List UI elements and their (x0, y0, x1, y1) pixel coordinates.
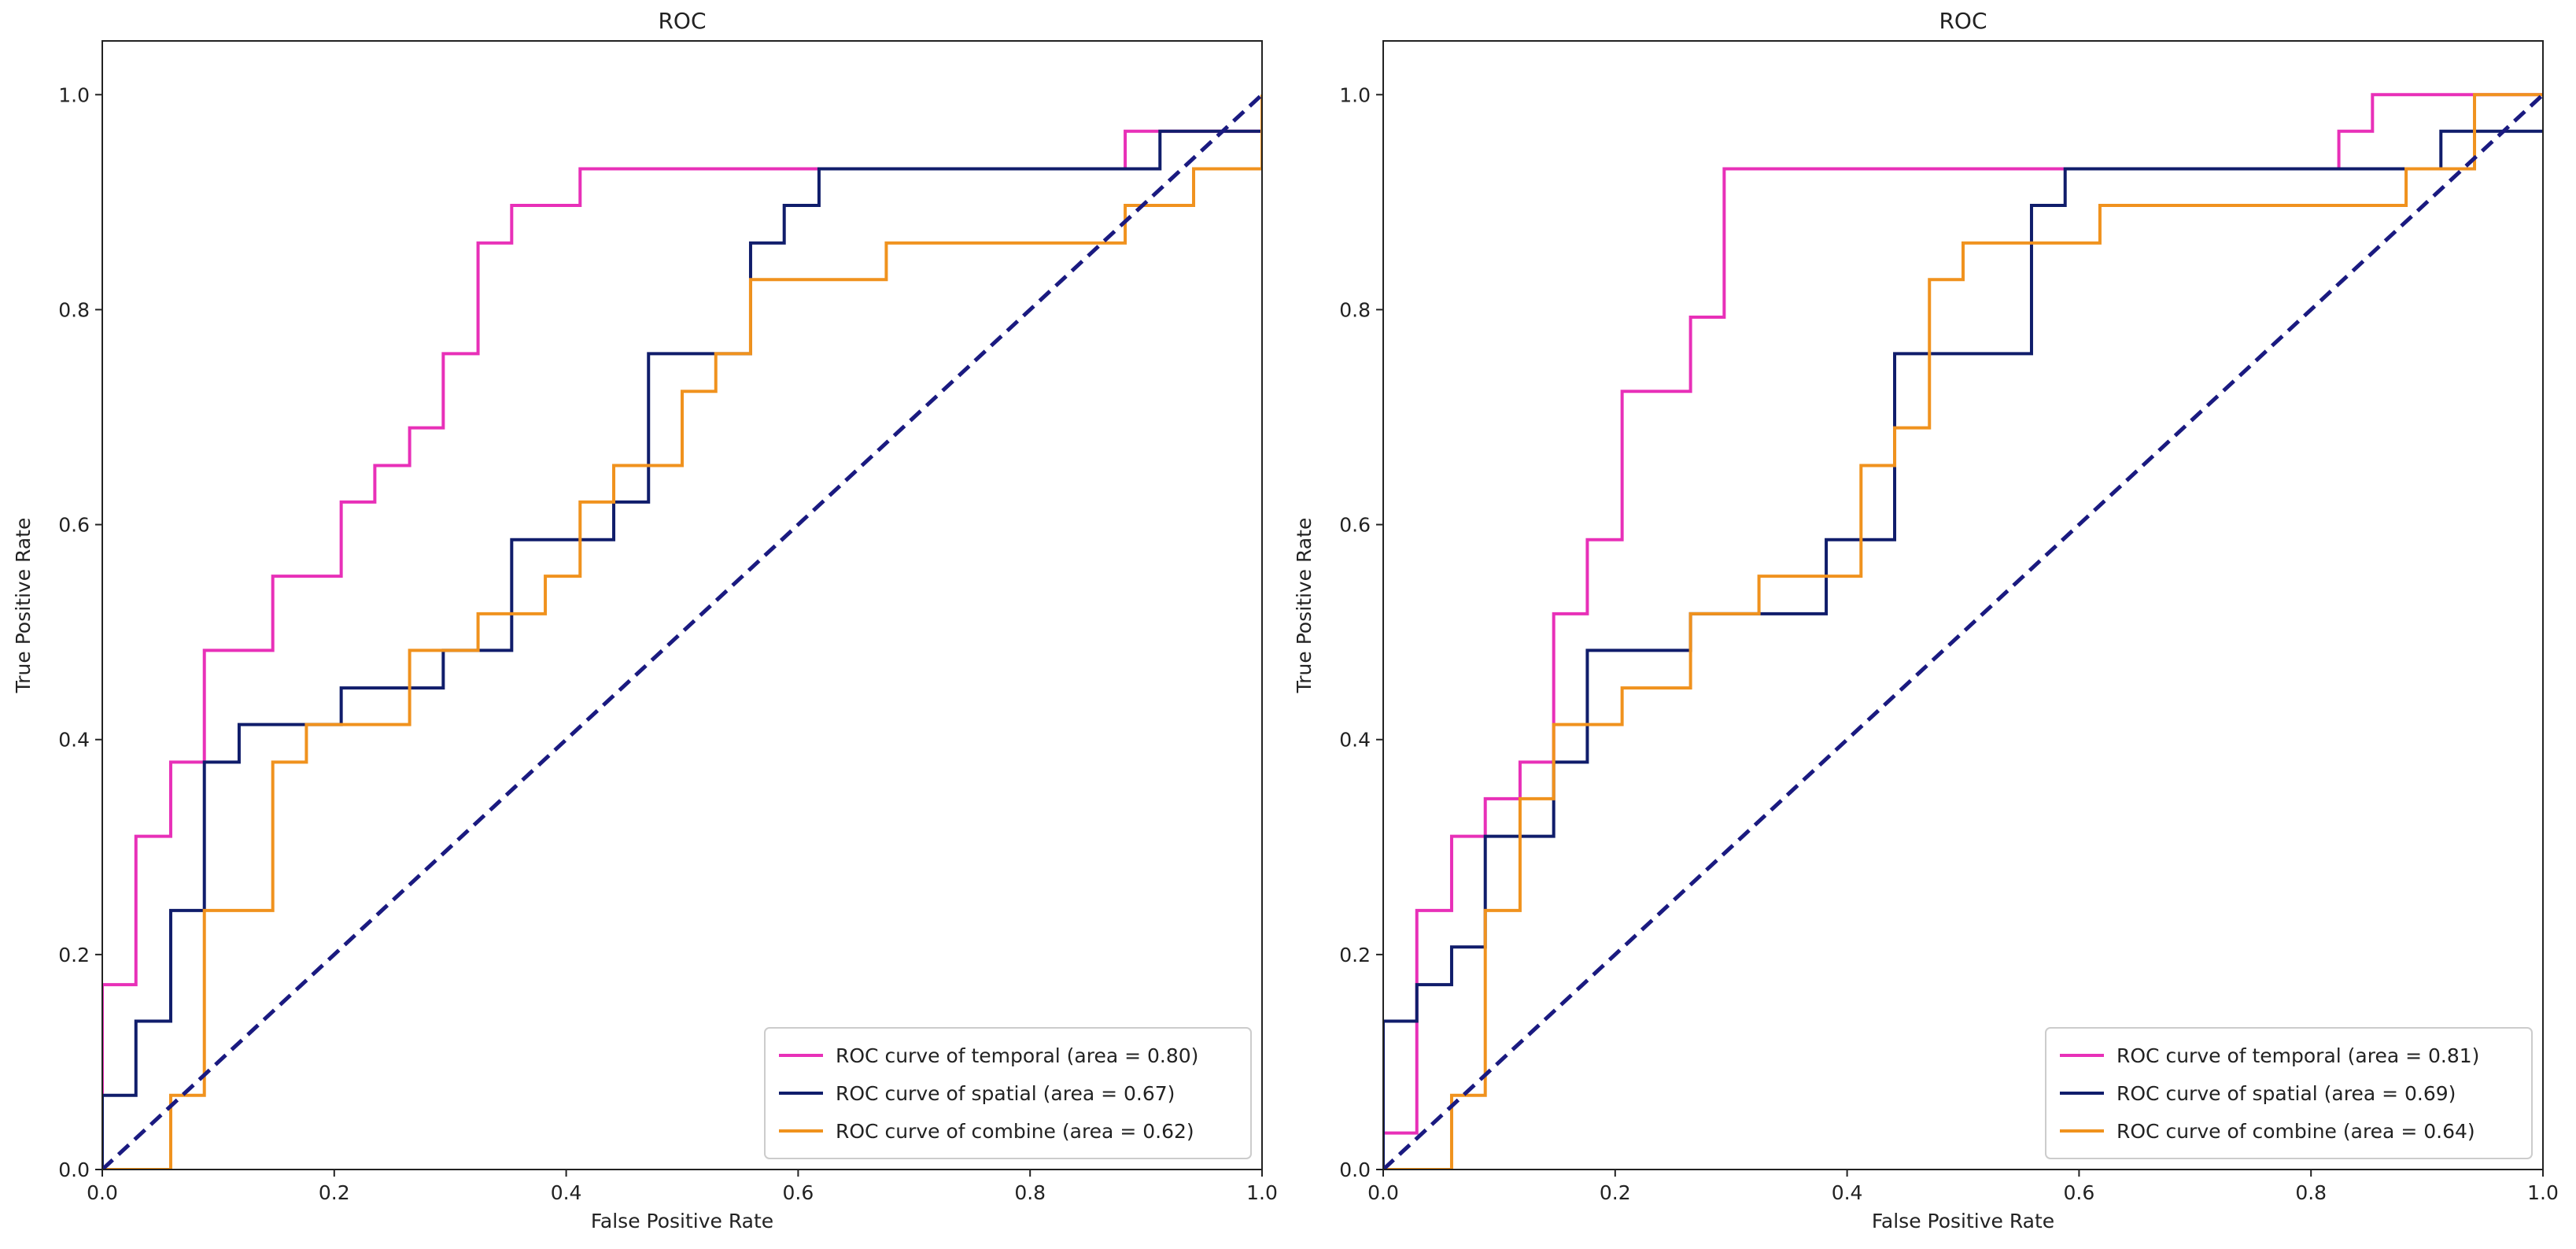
axes-frame (1382, 40, 2544, 1170)
y-axis-label: True Positive Rate (12, 518, 35, 694)
legend-box (2045, 1027, 2533, 1159)
legend-label: ROC curve of spatial (area = 0.67) (836, 1082, 1175, 1105)
plot-area (102, 93, 1262, 1170)
chart-left: ROC 0.0 0.2 0.4 0.6 0.8 1.0 0.0 0.2 0.4 0.6 0.8 1.0 F… (12, 8, 1278, 1232)
y-tick-label: 0.6 (1339, 514, 1371, 537)
chart-title: ROC (1939, 8, 1987, 34)
x-tick-label: 1.0 (1246, 1181, 1278, 1204)
x-tick-label: 0.6 (783, 1181, 814, 1204)
chart-title: ROC (658, 8, 706, 34)
y-tick-label: 0.0 (1339, 1158, 1371, 1181)
series-line-3 (1383, 93, 2543, 1170)
x-tick-label: 0.0 (87, 1181, 118, 1204)
x-tick-label: 1.0 (2527, 1181, 2559, 1204)
chance-diagonal-line (102, 93, 1262, 1170)
x-axis-label: False Positive Rate (1872, 1210, 2054, 1232)
chart-right: ROC 0.0 0.2 0.4 0.6 0.8 1.0 0.0 0.2 0.4 0.6 0.8 1.0 F… (1293, 8, 2559, 1232)
series-line-1 (102, 129, 1262, 1170)
y-tick-label: 0.6 (58, 514, 90, 537)
y-tick-label: 1.0 (1339, 83, 1371, 106)
axes-frame (101, 40, 1263, 1170)
legend-box (764, 1027, 1252, 1159)
x-tick-label: 0.2 (319, 1181, 350, 1204)
y-tick-label: 0.8 (1339, 298, 1371, 321)
x-tick-label: 0.8 (2295, 1181, 2327, 1204)
plot-area (1383, 93, 2543, 1170)
series-line-2 (1383, 129, 2543, 1170)
legend: ROC curve of temporal (area = 0.81) ROC c… (2045, 1027, 2533, 1159)
y-tick-label: 0.2 (1339, 944, 1371, 966)
x-tick-label: 0.6 (2064, 1181, 2095, 1204)
legend-label: ROC curve of temporal (area = 0.80) (836, 1044, 1198, 1067)
y-tick-label: 0.4 (58, 729, 90, 752)
y-axis-label: True Positive Rate (1293, 518, 1316, 694)
legend: ROC curve of temporal (area = 0.80) ROC c… (764, 1027, 1252, 1159)
y-tick-label: 0.0 (58, 1158, 90, 1181)
y-tick-label: 0.4 (1339, 729, 1371, 752)
y-tick-label: 0.8 (58, 298, 90, 321)
legend-label: ROC curve of temporal (area = 0.81) (2117, 1044, 2479, 1067)
legend-label: ROC curve of combine (area = 0.62) (836, 1120, 1194, 1143)
series-line-2 (102, 129, 1262, 1170)
x-axis-label: False Positive Rate (591, 1210, 773, 1232)
y-tick-label: 0.2 (58, 944, 90, 966)
legend-label: ROC curve of spatial (area = 0.69) (2117, 1082, 2456, 1105)
x-tick-label: 0.4 (1832, 1181, 1863, 1204)
x-tick-label: 0.4 (551, 1181, 582, 1204)
legend-label: ROC curve of combine (area = 0.64) (2117, 1120, 2475, 1143)
x-tick-label: 0.8 (1014, 1181, 1046, 1204)
x-tick-label: 0.2 (1600, 1181, 1631, 1204)
x-tick-label: 0.0 (1367, 1181, 1399, 1204)
y-tick-label: 1.0 (58, 83, 90, 106)
series-line-3 (102, 94, 1262, 1170)
